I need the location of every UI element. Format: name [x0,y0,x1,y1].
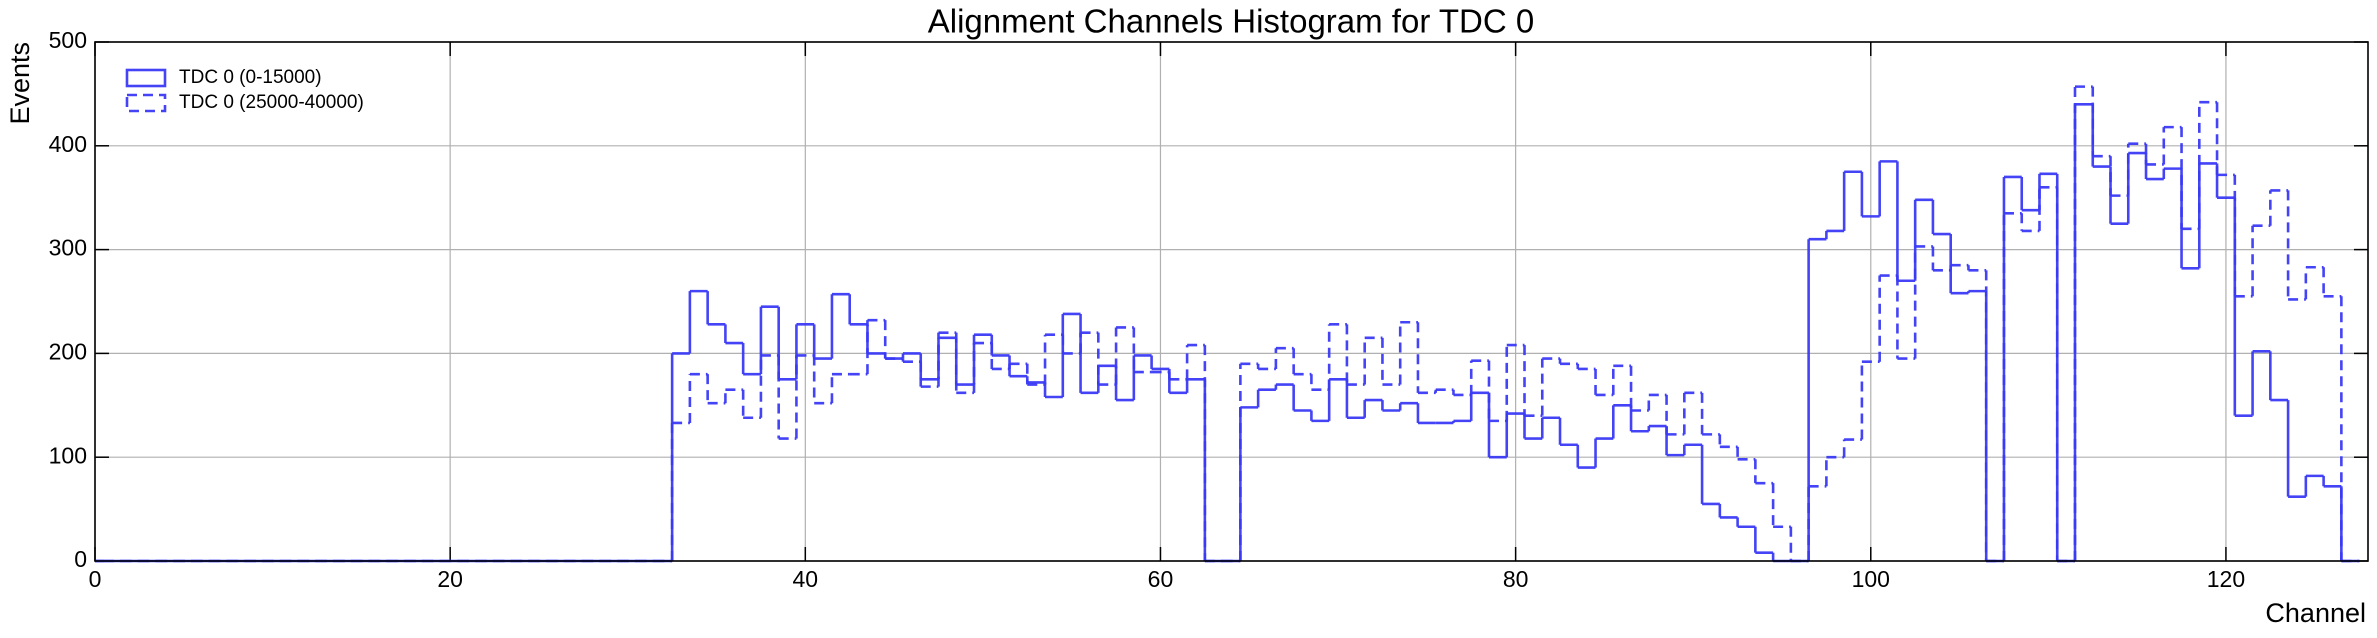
x-tick-label: 120 [2207,566,2245,592]
x-tick-label: 20 [437,566,463,592]
x-tick-label: 40 [793,566,819,592]
plot-frame [94,41,2369,562]
x-tick-label: 60 [1148,566,1174,592]
legend-label: TDC 0 (25000-40000) [179,92,364,113]
legend-label: TDC 0 (0-15000) [179,67,322,88]
y-tick-label: 200 [49,338,87,364]
chart-title: Alignment Channels Histogram for TDC 0 [928,3,1534,40]
y-tick-label: 500 [49,27,87,53]
y-tick-label: 0 [74,546,87,572]
x-tick-label: 0 [89,566,102,592]
x-tick-label: 100 [1852,566,1890,592]
legend-swatch [125,93,167,113]
x-tick-label: 80 [1503,566,1529,592]
legend-swatch [125,68,167,88]
y-tick-label: 400 [49,131,87,157]
y-tick-label: 100 [49,442,87,468]
y-tick-label: 300 [49,235,87,261]
y-axis-label: Events [5,42,35,125]
x-axis-label: Channel [2265,598,2366,628]
